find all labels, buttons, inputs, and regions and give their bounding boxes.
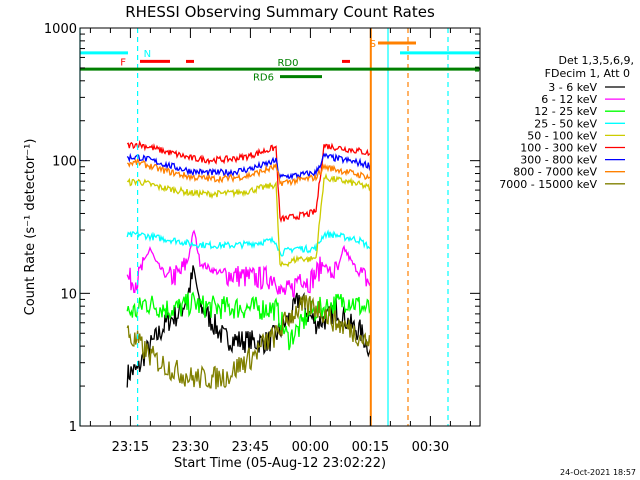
footer-date: 24-Oct-2021 18:57 <box>560 468 636 477</box>
status-label-f: F <box>120 57 126 68</box>
status-label-rd6: RD6 <box>253 73 274 84</box>
series-300-800-kev <box>126 152 372 181</box>
x-tick-label: 23:45 <box>232 440 269 455</box>
x-tick-label: 23:30 <box>172 440 209 455</box>
legend-header-line1: Det 1,3,5,6,9, <box>558 54 634 67</box>
legend-label-50-100-kev: 50 - 100 keV <box>527 129 597 142</box>
legend-label-7000-15000-kev: 7000 - 15000 keV <box>499 178 597 191</box>
legend-label-3-6-kev: 3 - 6 keV <box>548 81 597 94</box>
y-tick-label: 1 <box>69 420 77 435</box>
rd0-end-mark <box>475 66 479 72</box>
ticks: 1 10 100 1000 23:15 23:30 23:45 00:00 00:15 00:30 <box>44 22 480 455</box>
data-layer <box>126 140 372 390</box>
x-axis-label: Start Time (05-Aug-12 23:02:22) <box>174 456 386 471</box>
series-12-25-kev <box>126 291 371 351</box>
legend-label-12-25-kev: 12 - 25 keV <box>534 105 597 118</box>
legend-label-300-800-kev: 300 - 800 keV <box>520 154 597 167</box>
legend-label-6-12-kev: 6 - 12 keV <box>541 93 597 106</box>
legend-label-100-300-kev: 100 - 300 keV <box>520 142 597 155</box>
legend-label-800-7000-kev: 800 - 7000 keV <box>513 166 597 179</box>
series-25-50-kev <box>126 229 371 257</box>
series-100-300-kev <box>126 140 371 224</box>
y-tick-label: 10 <box>60 287 77 302</box>
x-tick-label: 00:00 <box>292 440 329 455</box>
status-label-s: S <box>370 39 376 50</box>
legend: Det 1,3,5,6,9, FDecim 1, Att 0 3 - 6 keV… <box>499 54 634 191</box>
plot-frame <box>79 27 481 427</box>
status-label-rd0: RD0 <box>277 58 298 69</box>
status-label-n: N <box>144 49 151 60</box>
chart-title: RHESSI Observing Summary Count Rates <box>125 3 435 21</box>
y-tick-label: 1000 <box>44 22 77 37</box>
series-6-12-kev <box>126 229 371 298</box>
y-tick-label: 100 <box>52 155 77 170</box>
series-800-7000-kev <box>127 156 371 187</box>
x-tick-label: 23:15 <box>112 440 149 455</box>
legend-header-line2: FDecim 1, Att 0 <box>545 67 630 80</box>
y-axis-label: Count Rate (s⁻¹ detector⁻¹) <box>23 139 38 316</box>
series-50-100-kev <box>126 172 371 268</box>
x-tick-label: 00:30 <box>412 440 449 455</box>
series-7000-15000-kev <box>126 293 372 390</box>
legend-label-25-50-kev: 25 - 50 keV <box>534 117 597 130</box>
x-tick-label: 00:15 <box>352 440 389 455</box>
